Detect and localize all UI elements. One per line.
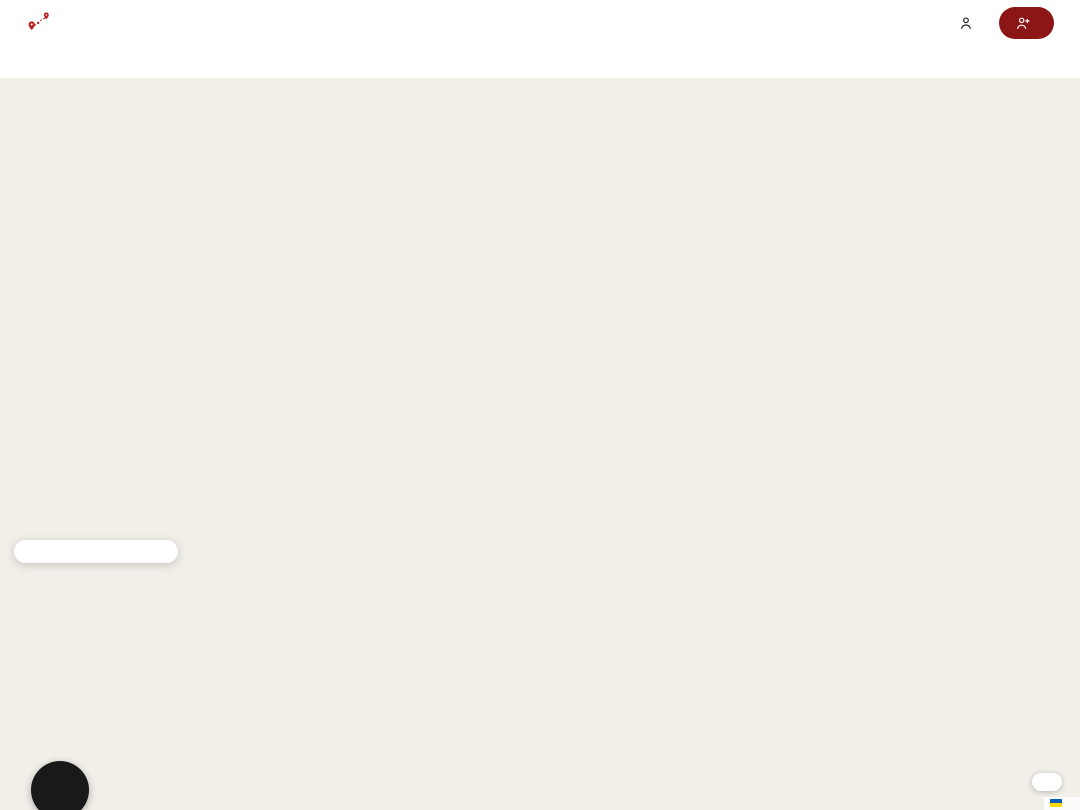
- ukraine-flag-icon: [1050, 799, 1062, 807]
- map-canvas: [0, 78, 1080, 810]
- map-attribution: [1044, 797, 1080, 810]
- register-button[interactable]: [999, 6, 1054, 39]
- map-legend-panel: [14, 540, 178, 563]
- map-container[interactable]: [0, 78, 1080, 810]
- satellite-toggle-button[interactable]: [1032, 773, 1062, 791]
- app-header: [0, 0, 1080, 45]
- app-logo-icon: [26, 10, 52, 36]
- north-compass-button[interactable]: [31, 761, 89, 810]
- brand: [26, 10, 61, 36]
- auth-controls: [956, 6, 1054, 39]
- nav-tabs: [0, 45, 1080, 79]
- login-button[interactable]: [956, 11, 985, 35]
- user-icon: [958, 15, 974, 31]
- user-plus-icon: [1015, 15, 1031, 31]
